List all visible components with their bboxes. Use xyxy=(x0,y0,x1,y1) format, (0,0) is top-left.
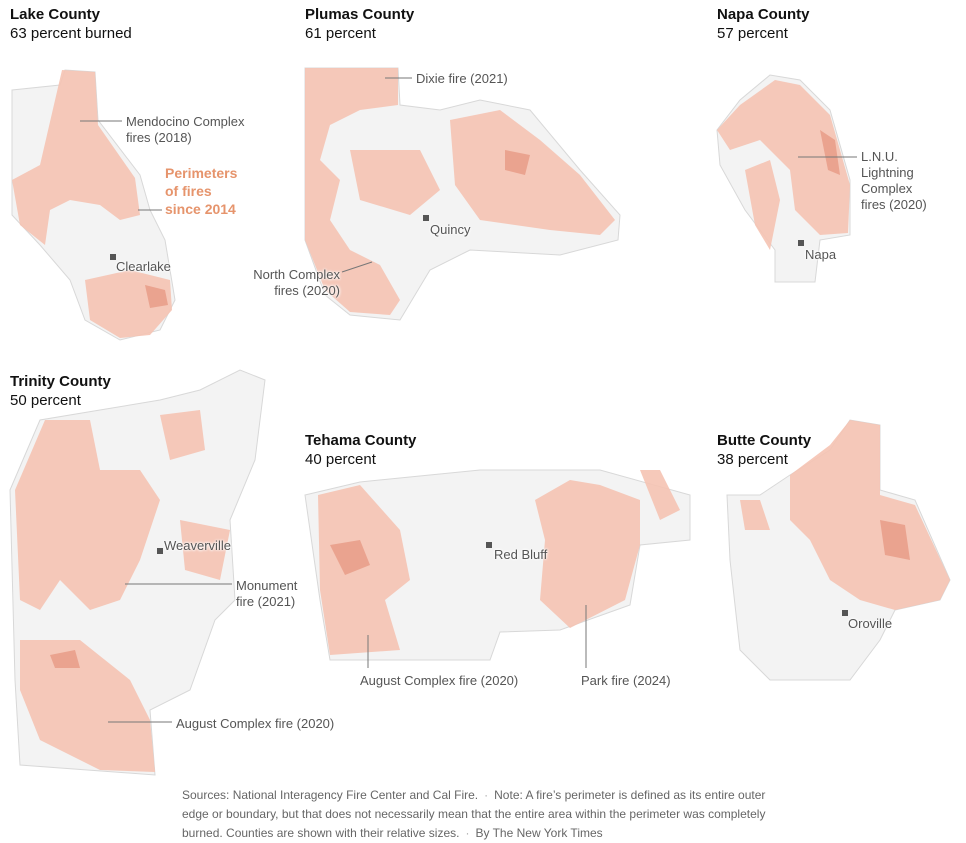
city-marker xyxy=(423,215,429,221)
fire-perimeter xyxy=(740,500,770,530)
city-label: Quincy xyxy=(430,222,471,237)
fire-perimeter xyxy=(535,480,640,628)
fire-perimeter xyxy=(350,150,440,215)
footer: Sources: National Interagency Fire Cente… xyxy=(182,786,772,843)
panel-subtitle: 57 percent xyxy=(717,25,788,42)
fire-label: Monument fire (2021) xyxy=(236,578,298,609)
separator: · xyxy=(465,826,470,840)
sources: Sources: National Interagency Fire Cente… xyxy=(182,788,479,802)
fire-perimeter xyxy=(640,470,680,520)
tehama-map xyxy=(304,469,691,668)
fire-label: Park fire (2024) xyxy=(581,673,671,688)
fire-overlap xyxy=(330,540,370,575)
annotation: Perimeters of fires since 2014 xyxy=(165,165,238,217)
panel-subtitle: 40 percent xyxy=(305,451,376,468)
panel-title: Butte County xyxy=(717,432,812,449)
city-marker xyxy=(798,240,804,246)
fire-perimeter xyxy=(160,410,205,460)
fire-label: North Complex fires (2020) xyxy=(253,267,340,298)
city-label: Napa xyxy=(805,247,837,262)
fire-perimeter xyxy=(318,485,410,655)
city-label: Clearlake xyxy=(116,259,171,274)
butte-map xyxy=(726,419,951,681)
city-marker xyxy=(110,254,116,260)
fire-overlap xyxy=(505,150,530,175)
city-label: Red Bluff xyxy=(494,547,548,562)
fire-perimeter xyxy=(15,420,160,610)
fire-label: August Complex fire (2020) xyxy=(176,716,335,731)
city-label: Weaverville xyxy=(164,538,231,553)
fire-perimeter xyxy=(20,640,155,772)
panel-title: Tehama County xyxy=(305,432,417,449)
panel-title: Napa County xyxy=(717,6,810,23)
separator: · xyxy=(484,788,489,802)
panel-title: Plumas County xyxy=(305,6,415,23)
fire-label: Dixie fire (2021) xyxy=(416,71,508,86)
city-label: Oroville xyxy=(848,616,893,631)
city-marker xyxy=(486,542,492,548)
fire-perimeter xyxy=(790,420,950,610)
fire-perimeter xyxy=(717,80,850,235)
fire-perimeter xyxy=(12,70,140,245)
panel-title: Lake County xyxy=(10,6,101,23)
city-marker xyxy=(842,610,848,616)
fire-label: August Complex fire (2020) xyxy=(360,673,519,688)
city-marker xyxy=(157,548,163,554)
credit: By The New York Times xyxy=(475,826,603,840)
fire-perimeter xyxy=(305,68,400,315)
leader-line xyxy=(341,261,373,273)
panel-subtitle: 50 percent xyxy=(10,392,81,409)
fire-overlap xyxy=(50,650,80,668)
lake-map xyxy=(11,69,176,341)
fire-label: L.N.U. Lightning Complex fires (2020) xyxy=(861,149,927,212)
fire-overlap xyxy=(880,520,910,560)
fire-label: Mendocino Complex fires (2018) xyxy=(126,114,245,145)
trinity-map xyxy=(9,369,266,776)
panel-subtitle: 63 percent burned xyxy=(10,25,132,42)
plumas-map xyxy=(304,67,621,321)
fire-overlap xyxy=(820,130,840,175)
panel-subtitle: 61 percent xyxy=(305,25,376,42)
fire-perimeter xyxy=(180,520,230,580)
napa-map xyxy=(716,74,857,283)
note: Note: A fire’s perimeter is defined as i… xyxy=(182,788,766,840)
panel-title: Trinity County xyxy=(10,373,111,390)
panel-subtitle: 38 percent xyxy=(717,451,788,468)
fire-perimeter xyxy=(745,160,780,250)
fire-overlap xyxy=(145,285,168,308)
fire-perimeter xyxy=(450,110,615,235)
